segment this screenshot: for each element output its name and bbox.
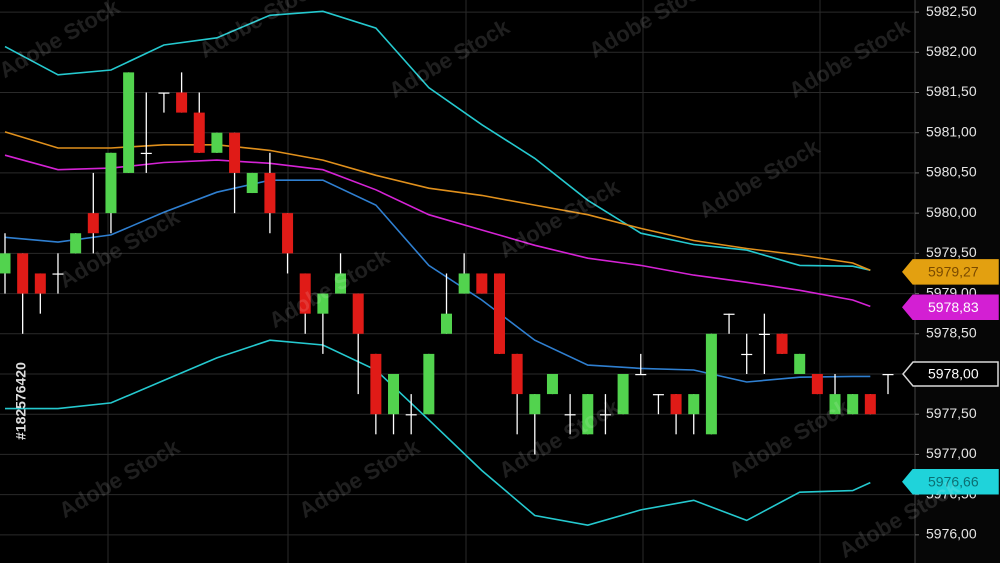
price-tag-label: 5976,66 [928, 473, 979, 489]
candle-body [388, 373, 400, 415]
y-tick-label: 5980,50 [926, 164, 977, 180]
candle-body [511, 353, 523, 395]
candle-body [493, 273, 505, 354]
price-tag-label: 5979,27 [928, 264, 979, 280]
candle-body [829, 394, 841, 415]
y-tick-label: 5979,50 [926, 244, 977, 260]
candle-body [299, 273, 311, 314]
indicator-line [4, 10, 871, 271]
y-tick-label: 5981,50 [926, 83, 977, 99]
candle-body [546, 373, 558, 395]
candles [0, 72, 894, 455]
stock-id: #182576420 [13, 362, 29, 440]
y-tick-label: 5981,00 [926, 123, 977, 139]
candle-body [335, 273, 347, 294]
candle-body [599, 414, 611, 416]
candle-body [211, 132, 223, 153]
indicator-line [4, 131, 871, 271]
candle-body [441, 313, 452, 334]
time-grid [107, 0, 821, 563]
candle-body [652, 394, 664, 396]
candle-body [476, 273, 488, 294]
candle-body [794, 353, 806, 374]
candle-body [635, 373, 647, 376]
price-tag [902, 469, 999, 495]
candle-body [864, 394, 876, 415]
grid [0, 11, 915, 536]
candle-body [582, 394, 594, 435]
candle-body [264, 172, 276, 214]
candle-body [229, 132, 241, 173]
candle-body [87, 213, 99, 234]
y-tick-label: 5978,50 [926, 324, 977, 340]
candle-body [458, 273, 470, 294]
candle-body [317, 293, 329, 314]
candle-body [282, 213, 294, 254]
candle-body [176, 92, 188, 113]
candle-body [140, 152, 152, 155]
candle-body [34, 273, 46, 294]
y-tick-label: 5976,00 [926, 526, 977, 542]
candle-body [847, 394, 859, 415]
candle-body [688, 394, 700, 415]
candle-body [158, 92, 170, 94]
candle-body [776, 333, 788, 354]
candle-body [52, 273, 64, 275]
price-tag [902, 259, 999, 285]
candle-body [0, 253, 11, 274]
price-tag-label: 5978,00 [928, 366, 979, 382]
candle-body [705, 333, 717, 435]
indicator-line [4, 154, 871, 308]
candle-body [193, 112, 205, 153]
candle-body [741, 353, 753, 356]
y-tick-label: 5982,00 [926, 43, 977, 59]
candle-body [529, 394, 541, 415]
y-tick-label: 5982,50 [926, 3, 977, 19]
candle-body [758, 333, 770, 335]
indicator-line [5, 339, 871, 527]
y-tick-label: 5980,00 [926, 204, 977, 220]
candle-body [70, 233, 82, 254]
candle-body [17, 253, 29, 294]
y-tick-label: 5977,50 [926, 405, 977, 421]
lines [4, 10, 871, 527]
candle-body [405, 414, 417, 416]
price-tag [902, 361, 999, 387]
price-tag [902, 294, 999, 320]
candle-body [564, 414, 576, 416]
indicator-line [4, 179, 871, 383]
candle-body [811, 373, 823, 395]
candle-body [370, 353, 382, 415]
price-tags: 5979,27 5978,83 5978,00 5976,66 [902, 259, 999, 495]
candle-body [617, 373, 629, 415]
y-tick-label: 5977,00 [926, 445, 977, 461]
candle-body [246, 172, 258, 194]
candle-body [352, 293, 364, 334]
candle-body [123, 72, 135, 173]
candle-body [670, 394, 682, 415]
candle-body [723, 313, 735, 315]
price-tag-label: 5978,83 [928, 299, 979, 315]
candle-body [423, 353, 435, 415]
candle-body [105, 152, 117, 214]
candle-body [882, 373, 894, 376]
